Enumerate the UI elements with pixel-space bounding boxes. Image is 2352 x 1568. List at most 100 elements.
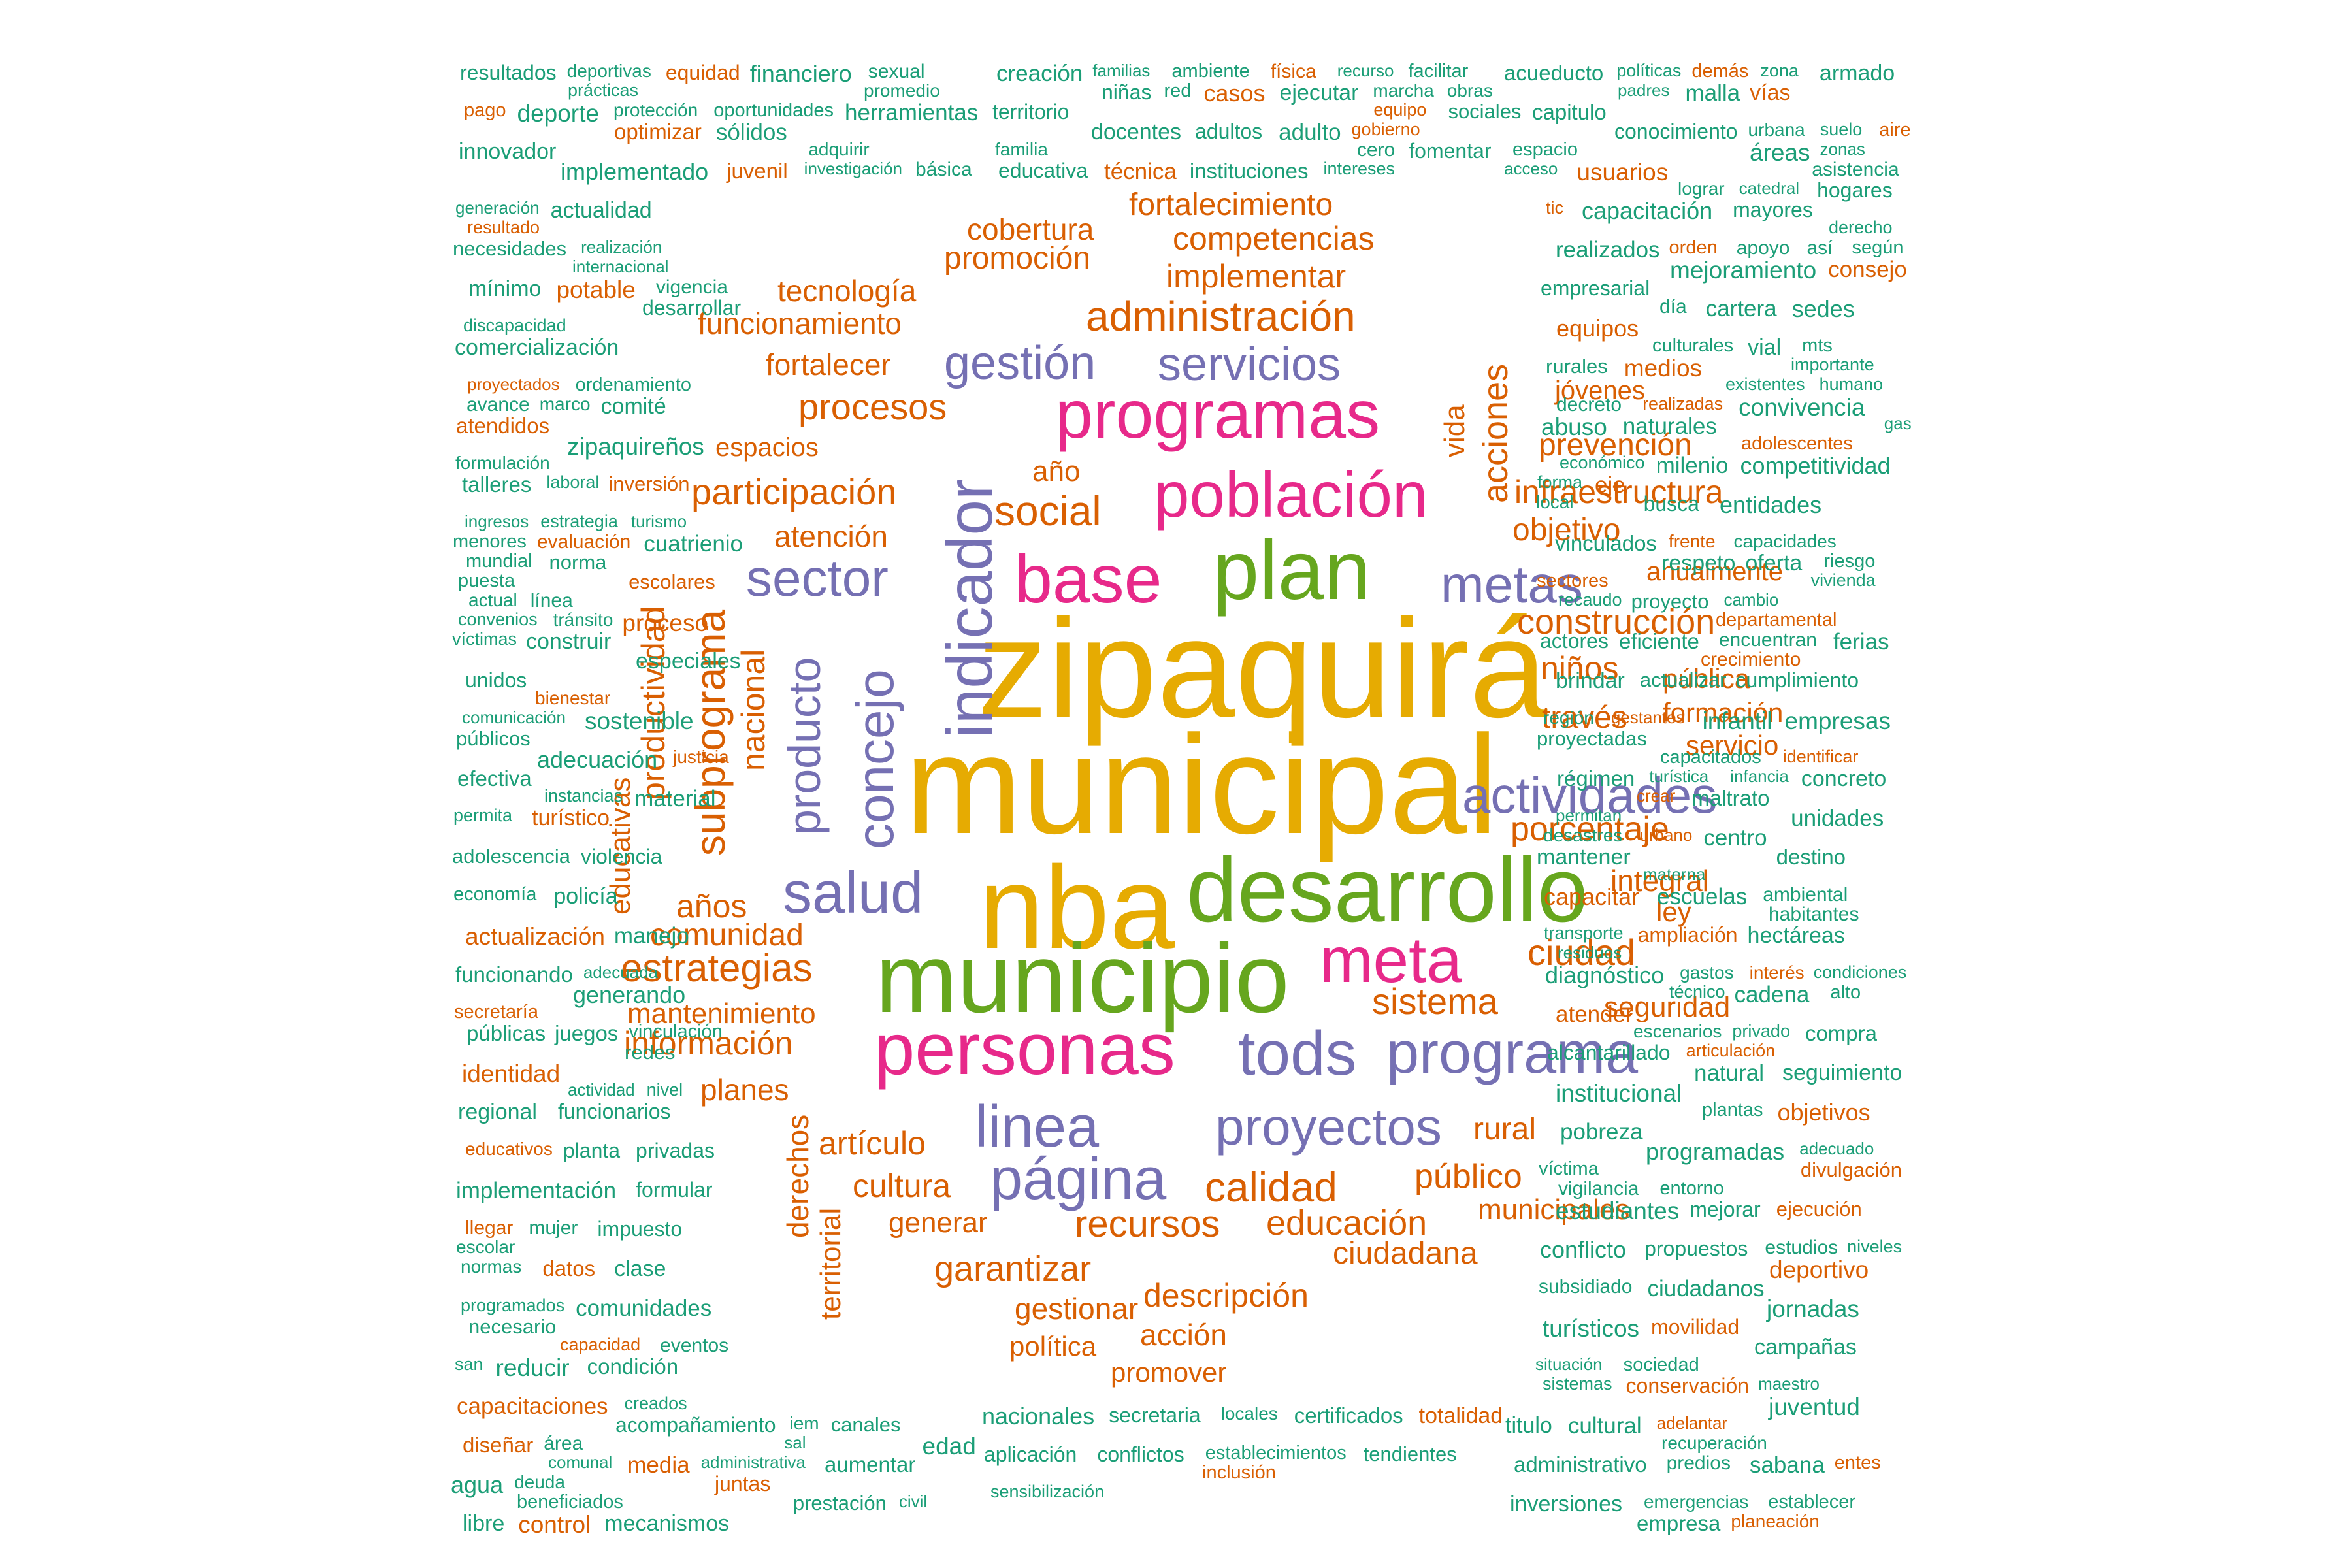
cloud-word: edad	[922, 1433, 976, 1460]
cloud-word: construir	[526, 629, 612, 654]
cloud-word: salud	[783, 860, 924, 926]
cloud-word: plantas	[1702, 1100, 1763, 1120]
cloud-word: tránsito	[553, 610, 613, 630]
cloud-word: proceso	[622, 610, 709, 636]
cloud-word: procesos	[798, 386, 947, 427]
cloud-word: mantener	[1537, 845, 1631, 870]
cloud-word: datos	[542, 1256, 596, 1281]
cloud-word: sector	[746, 549, 889, 607]
cloud-word: proyectados	[467, 374, 560, 394]
cloud-word: entidades	[1719, 491, 1822, 518]
cloud-word: estrategia	[540, 512, 618, 531]
cloud-word: docentes	[1091, 120, 1181, 144]
cloud-word: ferias	[1833, 629, 1889, 655]
cloud-word: políticas	[1616, 61, 1682, 80]
cloud-word: adultos	[1194, 120, 1263, 143]
cloud-word: realización	[581, 237, 662, 257]
cloud-word: vinculados	[1555, 531, 1657, 555]
cloud-word: casos	[1203, 80, 1266, 106]
cloud-word: establecer	[1768, 1492, 1856, 1512]
cloud-word: juntas	[714, 1472, 771, 1495]
cloud-word: económico	[1560, 453, 1645, 472]
cloud-word: abuso	[1541, 414, 1607, 440]
cloud-word: unidades	[1791, 806, 1884, 831]
cloud-word: ejecución	[1776, 1198, 1862, 1220]
cloud-word: municipal	[905, 706, 1499, 863]
cloud-word: economía	[453, 884, 537, 905]
cloud-word: ciudad	[1527, 932, 1636, 973]
cloud-word: recaudo	[1558, 590, 1622, 610]
cloud-word: privadas	[636, 1139, 715, 1162]
cloud-word: pago	[464, 100, 506, 121]
cloud-word: permitan	[1556, 806, 1622, 825]
cloud-word: urbana	[1748, 120, 1805, 140]
cloud-word: forma	[1537, 472, 1583, 492]
cloud-word: nivel	[646, 1080, 683, 1100]
cloud-word: convenios	[458, 610, 538, 629]
cloud-word: programa	[1386, 1021, 1639, 1086]
cloud-word: prevención	[1539, 428, 1692, 463]
cloud-word: vigencia	[655, 276, 728, 298]
cloud-word: evaluación	[536, 531, 631, 553]
cloud-word: sociedad	[1623, 1354, 1699, 1375]
cloud-word: turismo	[630, 512, 687, 531]
cloud-word: juegos	[555, 1021, 619, 1045]
cloud-word: existentes	[1725, 374, 1805, 394]
cloud-word: subprograma	[687, 609, 734, 856]
cloud-word: deportivas	[566, 61, 651, 81]
cloud-word: material	[634, 786, 716, 811]
cloud-word: información	[624, 1025, 793, 1062]
cloud-word: descripción	[1143, 1277, 1309, 1314]
cloud-word: apoyo	[1736, 237, 1790, 259]
cloud-word: fomentar	[1409, 139, 1492, 163]
cloud-word: conflictos	[1097, 1443, 1184, 1466]
cloud-word: nacionales	[982, 1403, 1095, 1429]
cloud-word: estrategias	[621, 946, 813, 990]
cloud-word: cadena	[1734, 982, 1810, 1007]
cloud-word: naturales	[1622, 414, 1717, 439]
cloud-word: departamental	[1716, 610, 1837, 630]
cloud-word: deporte	[517, 100, 600, 127]
cloud-word: subsidiado	[1539, 1276, 1633, 1298]
cloud-word: adecuada	[583, 962, 659, 982]
cloud-word: artículo	[819, 1125, 926, 1162]
cloud-word: alcantarillado	[1547, 1041, 1671, 1064]
cloud-word: infraestructura	[1514, 474, 1723, 510]
cloud-word: producto	[779, 657, 830, 835]
cloud-word: escolares	[629, 570, 715, 593]
cloud-word: internacional	[572, 257, 669, 276]
cloud-word: condición	[587, 1354, 679, 1379]
cloud-word: tecnología	[777, 274, 917, 308]
cloud-word: ingresos	[465, 512, 529, 531]
cloud-word: discapacidad	[463, 316, 566, 335]
cloud-word: sabana	[1749, 1452, 1825, 1478]
cloud-word: zipaquirá	[977, 589, 1548, 747]
cloud-word: mecanismos	[604, 1511, 730, 1536]
cloud-word: servicio	[1686, 730, 1779, 760]
cloud-word: anualmente	[1646, 557, 1784, 586]
cloud-word: actualizar	[1639, 668, 1727, 691]
cloud-word: consejo	[1828, 257, 1907, 282]
cloud-word: adquirir	[808, 139, 870, 159]
cloud-word: importante	[1791, 355, 1874, 374]
cloud-word: capacitaciones	[457, 1394, 608, 1419]
cloud-word: generando	[573, 981, 686, 1008]
cloud-word: línea	[530, 590, 573, 612]
cloud-word: áreas	[1749, 139, 1810, 166]
cloud-word: talleres	[462, 472, 532, 497]
cloud-word: participación	[691, 471, 897, 512]
cloud-word: comunal	[548, 1452, 613, 1472]
cloud-word: recursos	[1075, 1203, 1220, 1245]
cloud-word: efectiva	[457, 766, 532, 791]
cloud-word: manejo	[613, 923, 689, 949]
cloud-word: población	[1154, 459, 1428, 531]
cloud-word: actualidad	[550, 198, 652, 223]
cloud-word: adolescentes	[1741, 433, 1853, 454]
cloud-word: estudiantes	[1556, 1198, 1680, 1224]
cloud-word: institucional	[1556, 1080, 1682, 1107]
cloud-word: social	[994, 487, 1102, 534]
cloud-word: educación	[1266, 1203, 1428, 1243]
cloud-word: ordenamiento	[575, 374, 691, 395]
cloud-word: encuentran	[1718, 629, 1817, 651]
cloud-word: área	[544, 1433, 583, 1454]
